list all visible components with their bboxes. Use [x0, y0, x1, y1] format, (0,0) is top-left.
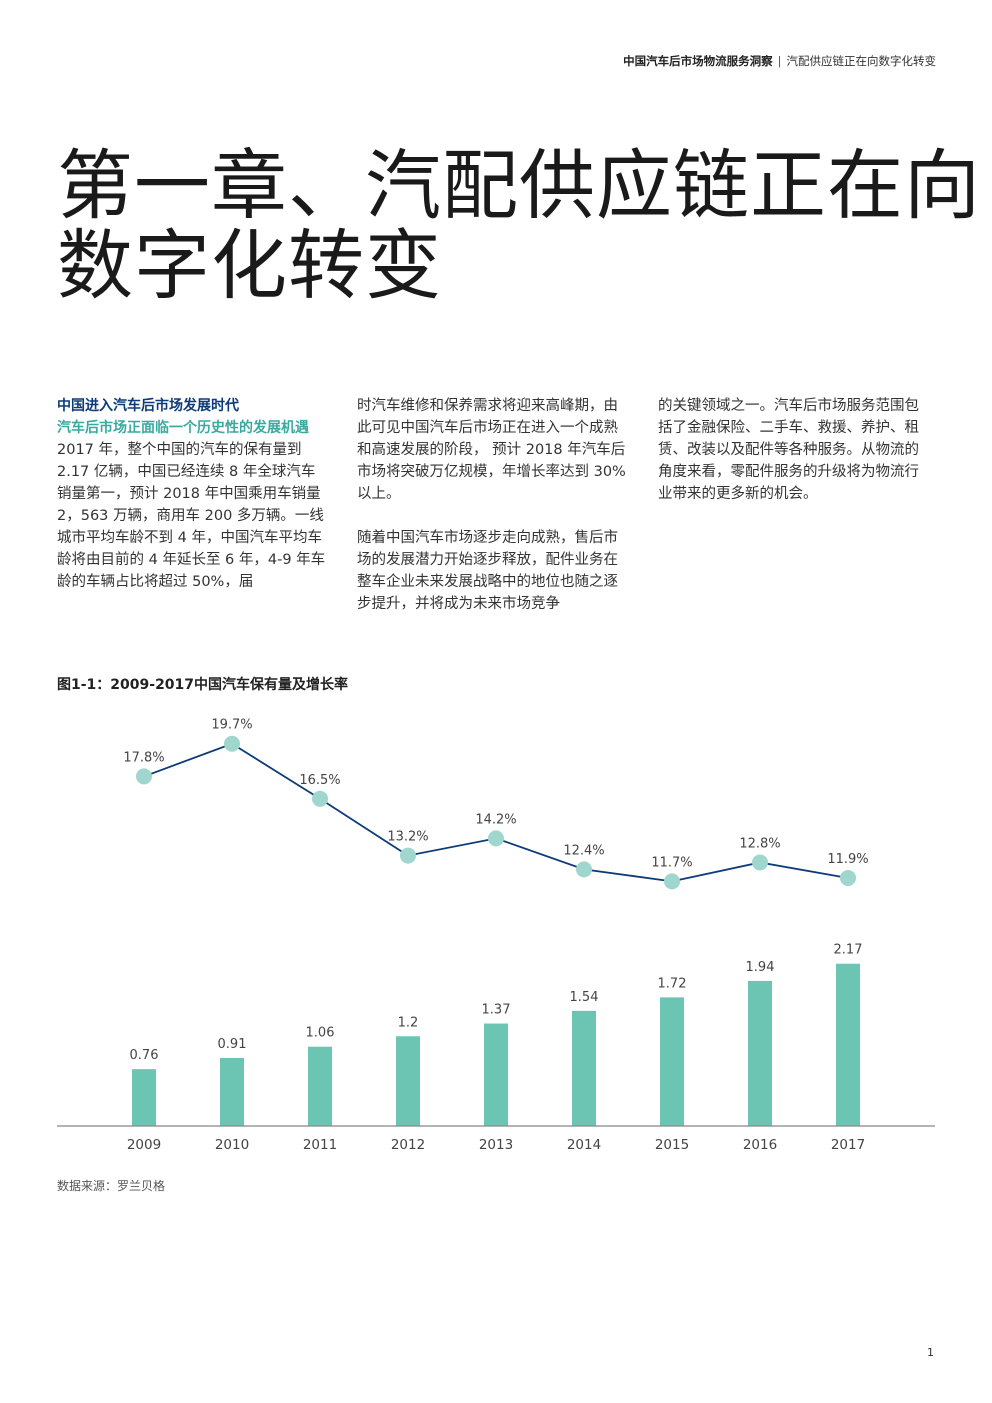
figure-caption: 图1-1：2009-2017中国汽车保有量及增长率 — [57, 677, 349, 693]
growth-rate-label: 17.8% — [123, 750, 164, 765]
bar-2011 — [308, 1046, 332, 1126]
paragraph: 的关键领域之一。汽车后市场服务范围包括了金融保险、二手车、救援、养护、租赁、改装… — [658, 398, 919, 502]
growth-rate-label: 12.8% — [739, 836, 780, 851]
bar-value-label: 0.76 — [130, 1048, 159, 1063]
text-column-1: 中国进入汽车后市场发展时代 汽车后市场正面临一个历史性的发展机遇 2017 年，… — [57, 395, 329, 593]
bar-2015 — [660, 997, 684, 1126]
running-header: 中国汽车后市场物流服务洞察 | 汽配供应链正在向数字化转变 — [623, 53, 936, 69]
bar-value-label: 1.2 — [398, 1015, 419, 1030]
x-tick-label: 2015 — [655, 1137, 689, 1153]
bar-value-label: 1.54 — [570, 990, 599, 1005]
text-column-3: 的关键领域之一。汽车后市场服务范围包括了金融保险、二手车、救援、养护、租赁、改装… — [658, 395, 930, 505]
growth-rate-point-2012 — [400, 847, 416, 864]
growth-rate-point-2014 — [576, 861, 592, 878]
page-number: 1 — [927, 1346, 934, 1359]
growth-rate-label: 12.4% — [563, 843, 604, 858]
x-tick-label: 2010 — [215, 1137, 249, 1153]
bar-2016 — [748, 980, 772, 1126]
x-tick-label: 2014 — [567, 1137, 601, 1153]
bar-value-label: 0.91 — [218, 1037, 247, 1052]
growth-rate-label: 13.2% — [387, 830, 428, 845]
growth-rate-label: 11.9% — [827, 852, 868, 867]
bar-2017 — [836, 963, 860, 1126]
growth-rate-point-2017 — [840, 869, 856, 886]
bar-2012 — [396, 1036, 420, 1126]
growth-rate-label: 16.5% — [299, 773, 340, 788]
paragraph: 随着中国汽车市场逐步走向成熟，售后市场的发展潜力开始逐步释放，配件业务在整车企业… — [357, 530, 618, 612]
x-tick-label: 2009 — [127, 1137, 161, 1153]
chapter-title: 第一章、汽配供应链正在向 数字化转变 — [57, 141, 981, 310]
header-separator: | — [777, 54, 782, 68]
growth-rate-point-2009 — [136, 768, 152, 785]
combo-chart: 0.76 0.91 1.06 1.2 1.37 1.54 1.72 1.94 2.17 2009 2… — [57, 718, 935, 1153]
x-tick-label: 2013 — [479, 1137, 513, 1153]
bar-value-label: 1.94 — [746, 960, 775, 975]
growth-rate-label: 14.2% — [475, 812, 516, 827]
section-heading: 中国进入汽车后市场发展时代 — [57, 398, 239, 414]
bar-value-label: 1.72 — [658, 976, 687, 991]
growth-rate-point-2010 — [224, 735, 240, 752]
bar-value-label: 2.17 — [834, 943, 863, 958]
x-tick-label: 2017 — [831, 1137, 865, 1153]
x-tick-label: 2012 — [391, 1137, 425, 1153]
bar-value-label: 1.06 — [306, 1026, 335, 1041]
paragraph: 2017 年，整个中国的汽车的保有量到 2.17 亿辆，中国已经连续 8 年全球… — [57, 442, 326, 590]
report-title: 中国汽车后市场物流服务洞察 — [623, 54, 773, 68]
growth-rate-point-2013 — [488, 830, 504, 847]
x-tick-label: 2016 — [743, 1137, 777, 1153]
bar-2014 — [572, 1010, 596, 1126]
data-source-note: 数据来源：罗兰贝格 — [57, 1179, 166, 1193]
bar-2013 — [484, 1023, 508, 1126]
x-tick-label: 2011 — [303, 1137, 337, 1153]
growth-rate-label: 19.7% — [211, 718, 252, 733]
growth-rate-point-2011 — [312, 790, 328, 807]
chapter-title-line-1: 第一章、汽配供应链正在向 — [57, 141, 981, 230]
growth-rate-label: 11.7% — [651, 855, 692, 870]
text-column-2: 时汽车维修和保养需求将迎来高峰期，由此可见中国汽车后市场正在进入一个成熟和高速发… — [357, 395, 629, 615]
bar-2010 — [220, 1057, 244, 1126]
chapter-title-line-2: 数字化转变 — [57, 221, 442, 310]
bar-value-label: 1.37 — [482, 1003, 511, 1018]
report-subtitle: 汽配供应链正在向数字化转变 — [786, 54, 937, 68]
growth-rate-point-2015 — [664, 873, 680, 890]
paragraph: 时汽车维修和保养需求将迎来高峰期，由此可见中国汽车后市场正在进入一个成熟和高速发… — [357, 398, 626, 502]
growth-rate-point-2016 — [752, 854, 768, 871]
bar-2009 — [132, 1069, 156, 1126]
section-subheading: 汽车后市场正面临一个历史性的发展机遇 — [57, 420, 309, 436]
